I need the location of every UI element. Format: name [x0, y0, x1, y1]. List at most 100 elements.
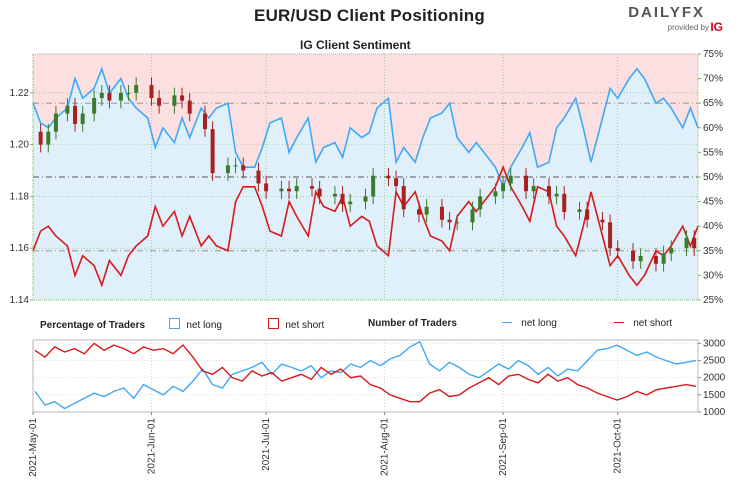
- pct-axis-label: 60%: [703, 123, 723, 134]
- date-axis-label: 2021-Sep-01: [498, 418, 509, 476]
- candle-body: [294, 186, 299, 192]
- candle-body: [118, 92, 123, 101]
- chart-title: EUR/USD Client Positioning: [254, 6, 485, 25]
- logo-provided-by: provided by: [667, 23, 709, 32]
- count-axis-label: 2000: [703, 373, 726, 384]
- candle-body: [92, 98, 97, 114]
- count-axis-label: 1000: [703, 407, 726, 418]
- candle-body: [348, 201, 353, 205]
- candle-body: [562, 193, 567, 212]
- candle-body: [493, 191, 498, 197]
- legend-pct-long-swatch: [168, 318, 180, 329]
- pct-axis-label: 40%: [703, 221, 723, 232]
- candle-body: [46, 131, 51, 145]
- candle-body: [38, 131, 43, 145]
- candle-body: [455, 222, 460, 224]
- candle-body: [80, 113, 85, 124]
- candle-body: [279, 188, 284, 192]
- count-axis-label: 3000: [703, 338, 726, 349]
- pct-axis-label: 25%: [703, 295, 723, 306]
- candle-body: [577, 209, 582, 212]
- candle-body: [661, 253, 666, 264]
- candle-body: [508, 175, 513, 184]
- price-axis-label: 1.22: [10, 88, 30, 99]
- candle-body: [600, 219, 605, 223]
- candle-body: [546, 186, 551, 197]
- pct-axis-label: 35%: [703, 246, 723, 257]
- candle-body: [99, 92, 104, 99]
- pct-axis-label: 30%: [703, 270, 723, 281]
- candle-body: [524, 175, 529, 192]
- candle-body: [478, 196, 483, 210]
- pct-axis-label: 45%: [703, 197, 723, 208]
- pct-axis-label: 65%: [703, 98, 723, 109]
- candle-body: [554, 193, 559, 197]
- date-axis-label: 2021-Aug-01: [380, 418, 391, 476]
- candle-body: [187, 100, 192, 114]
- candle-body: [126, 92, 131, 94]
- candle-body: [638, 255, 643, 262]
- candle-body: [107, 92, 112, 101]
- candle-body: [501, 183, 506, 192]
- candle-body: [332, 193, 337, 197]
- candle-body: [669, 248, 674, 254]
- legend-num-long-label: net long: [521, 318, 557, 329]
- legend-num-long-swatch: [502, 322, 513, 323]
- pct-axis-label: 75%: [703, 49, 723, 60]
- candle-body: [149, 85, 154, 99]
- candle-body: [417, 209, 422, 215]
- candle-body: [287, 188, 292, 192]
- legend-num-short-label: net short: [633, 318, 673, 329]
- candle-body: [317, 188, 322, 197]
- date-axis-label: 2021-Jul-01: [261, 418, 272, 471]
- candle-body: [631, 250, 636, 262]
- count-axis-label: 2500: [703, 356, 726, 367]
- bottom-panel-frame: [32, 339, 699, 413]
- price-axis-label: 1.18: [10, 191, 30, 202]
- candle-body: [309, 186, 314, 189]
- candle-body: [531, 186, 536, 192]
- candle-body: [363, 196, 368, 202]
- candle-body: [202, 113, 207, 130]
- candle-body: [210, 129, 215, 174]
- candle-body: [134, 85, 139, 93]
- candle-body: [653, 255, 658, 264]
- date-axis-label: 2021-May-01: [28, 418, 39, 477]
- price-axis-label: 1.14: [10, 295, 30, 306]
- candle-body: [439, 206, 444, 220]
- trader-count-line: [34, 340, 697, 410]
- logo-ig: IG: [710, 20, 723, 34]
- candle-body: [371, 175, 376, 197]
- candle-body: [233, 165, 238, 167]
- legend-percentage: Percentage of Traders net long net short: [40, 318, 324, 332]
- pct-axis-label: 50%: [703, 172, 723, 183]
- candle-body: [401, 186, 406, 210]
- legend-num-short-swatch: [614, 322, 625, 323]
- candle-body: [340, 193, 345, 205]
- legend-pct-short-swatch: [267, 318, 279, 329]
- net-long-pct-line: [32, 66, 699, 190]
- chart-subtitle: IG Client Sentiment: [300, 38, 411, 52]
- candle-body: [447, 219, 452, 223]
- candle-body: [53, 113, 58, 132]
- logo-brand: DAILYFX: [628, 4, 705, 21]
- candle-body: [180, 95, 185, 101]
- candle-body: [692, 237, 697, 249]
- candle-body: [585, 209, 590, 220]
- candle-body: [684, 237, 689, 249]
- price-axis-label: 1.16: [10, 243, 30, 254]
- price-axis-label: 1.20: [10, 140, 30, 151]
- legend-number: Number of Traders net long net short: [368, 318, 672, 332]
- candle-body: [615, 248, 620, 251]
- candle-body: [470, 209, 475, 223]
- legend-pct-long-label: net long: [186, 320, 222, 331]
- candle-body: [157, 98, 162, 106]
- candle-body: [225, 165, 230, 174]
- dailyfx-logo: DAILYFX provided by IG: [628, 4, 735, 38]
- candle-body: [386, 175, 391, 179]
- candle-body: [424, 206, 429, 215]
- candle-body: [394, 178, 399, 187]
- candle-body: [172, 95, 177, 106]
- legend-pct-short-label: net short: [285, 320, 325, 331]
